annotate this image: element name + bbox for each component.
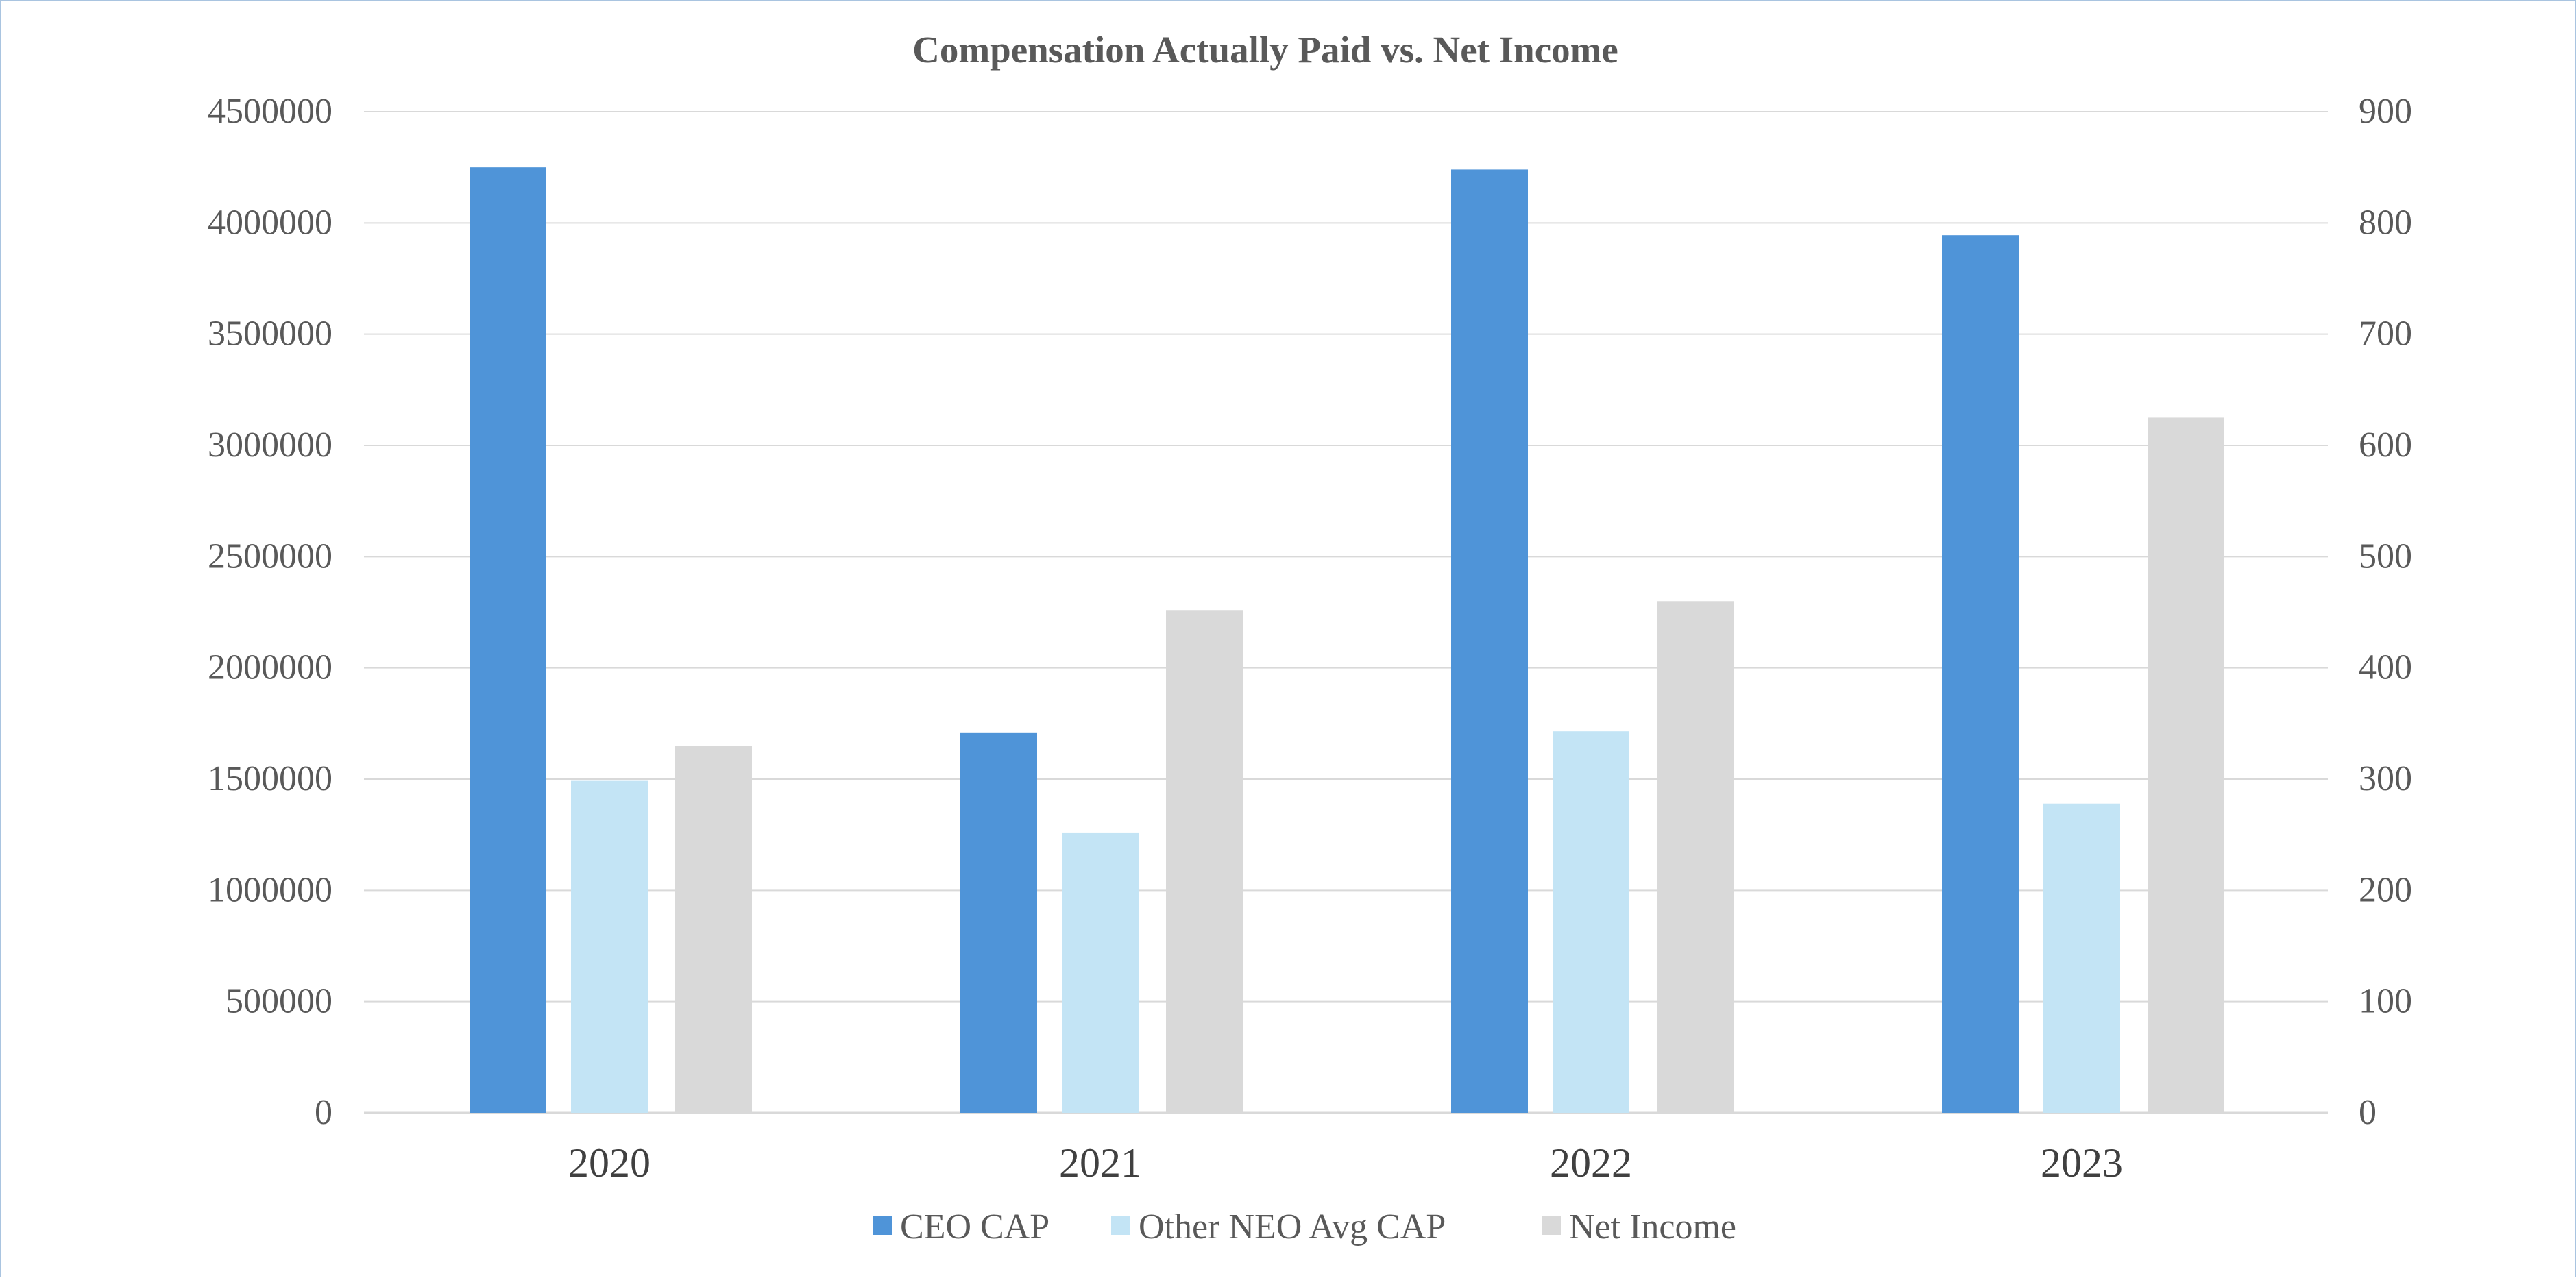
bar-ceo-cap-2020 (470, 167, 546, 1114)
right-axis-tick-label: 0 (2359, 1093, 2377, 1132)
legend-swatch-other-neo-avg-cap (1111, 1216, 1130, 1235)
bar-ceo-cap-2022 (1451, 169, 1528, 1113)
bar-ceo-cap-2021 (960, 732, 1037, 1113)
bar-net-income-2023 (2148, 417, 2224, 1113)
right-axis: 0 100 200 300 400 500 600 700 800 900 (2359, 92, 2412, 1132)
bar-net-income-2022 (1657, 601, 1734, 1113)
left-axis-tick-label: 4000000 (208, 203, 332, 242)
bar-other-neo-avg-cap-2022 (1553, 731, 1629, 1113)
gridlines (364, 111, 2328, 1114)
right-axis-tick-label: 600 (2359, 426, 2412, 465)
legend-label-net-income: Net Income (1569, 1207, 1736, 1246)
left-axis-tick-label: 1000000 (208, 870, 332, 909)
legend-label-other-neo-avg-cap: Other NEO Avg CAP (1139, 1207, 1446, 1246)
bar-ceo-cap-2023 (1942, 235, 2019, 1114)
category-label: 2022 (1550, 1140, 1632, 1185)
left-axis-tick-label: 2500000 (208, 537, 332, 576)
left-axis-tick-label: 1500000 (208, 759, 332, 798)
left-axis-tick-label: 4500000 (208, 92, 332, 131)
category-label: 2023 (2041, 1140, 2123, 1185)
bar-other-neo-avg-cap-2023 (2043, 803, 2120, 1113)
right-axis-tick-label: 500 (2359, 537, 2412, 576)
bar-other-neo-avg-cap-2021 (1062, 832, 1139, 1113)
category-label: 2020 (568, 1140, 651, 1185)
legend: CEO CAP Other NEO Avg CAP Net Income (873, 1207, 1736, 1246)
bar-net-income-2020 (675, 746, 752, 1113)
left-axis-tick-label: 500000 (226, 982, 332, 1021)
left-axis-tick-label: 2000000 (208, 648, 332, 687)
bars (470, 167, 2224, 1114)
right-axis-tick-label: 400 (2359, 648, 2412, 687)
right-axis-tick-label: 700 (2359, 315, 2412, 354)
right-axis-tick-label: 200 (2359, 870, 2412, 909)
right-axis-tick-label: 100 (2359, 982, 2412, 1021)
left-axis-tick-label: 0 (315, 1093, 332, 1132)
category-label: 2021 (1059, 1140, 1141, 1185)
bar-other-neo-avg-cap-2020 (571, 780, 648, 1113)
category-axis: 2020 2021 2022 2023 (568, 1140, 2123, 1185)
legend-swatch-ceo-cap (873, 1216, 892, 1235)
right-axis-tick-label: 300 (2359, 759, 2412, 798)
right-axis-tick-label: 800 (2359, 203, 2412, 242)
left-axis: 0 500000 1000000 1500000 2000000 2500000 30000… (208, 92, 332, 1132)
legend-swatch-net-income (1542, 1216, 1561, 1235)
left-axis-tick-label: 3000000 (208, 426, 332, 465)
chart-title: Compensation Actually Paid vs. Net Incom… (912, 29, 1618, 71)
bar-net-income-2021 (1166, 610, 1243, 1113)
right-axis-tick-label: 900 (2359, 92, 2412, 131)
legend-label-ceo-cap: CEO CAP (900, 1207, 1049, 1246)
left-axis-tick-label: 3500000 (208, 315, 332, 354)
